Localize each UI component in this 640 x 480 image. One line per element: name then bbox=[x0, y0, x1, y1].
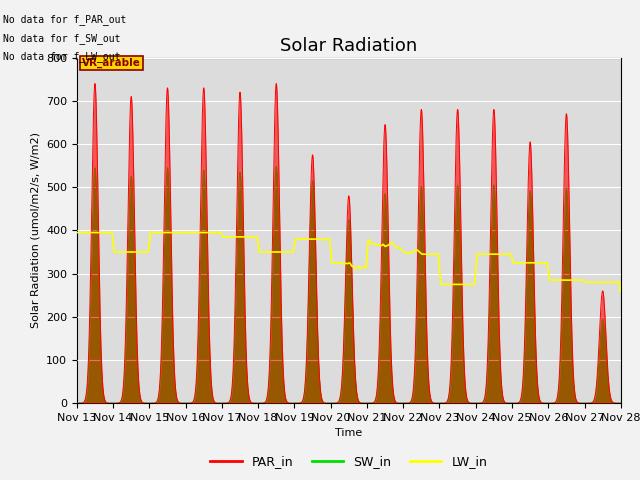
Text: No data for f_LW_out: No data for f_LW_out bbox=[3, 51, 121, 62]
X-axis label: Time: Time bbox=[335, 429, 362, 438]
Text: No data for f_PAR_out: No data for f_PAR_out bbox=[3, 14, 127, 25]
Text: VR_arable: VR_arable bbox=[82, 58, 141, 68]
Y-axis label: Solar Radiation (umol/m2/s, W/m2): Solar Radiation (umol/m2/s, W/m2) bbox=[30, 132, 40, 328]
Title: Solar Radiation: Solar Radiation bbox=[280, 36, 417, 55]
Text: No data for f_SW_out: No data for f_SW_out bbox=[3, 33, 121, 44]
Legend: PAR_in, SW_in, LW_in: PAR_in, SW_in, LW_in bbox=[205, 450, 492, 473]
